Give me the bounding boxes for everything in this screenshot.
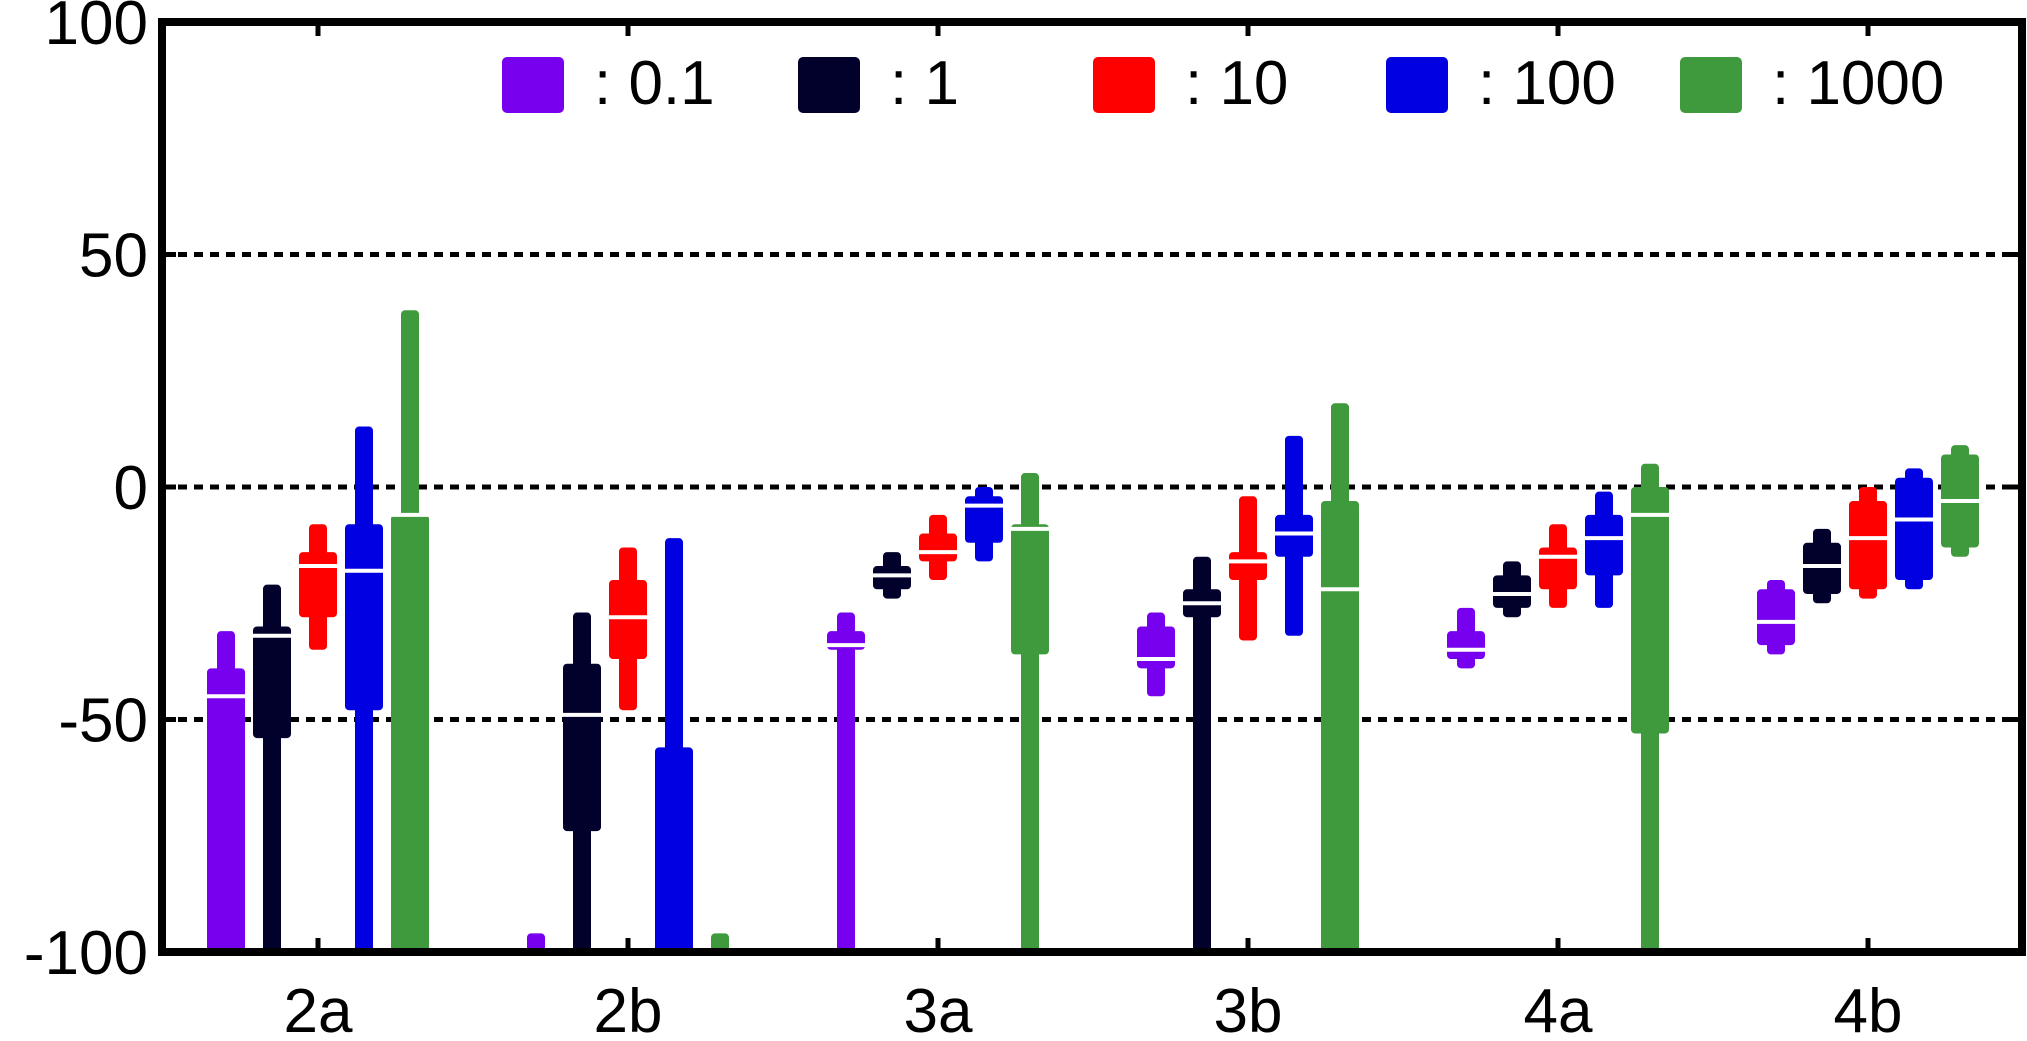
box <box>1321 500 1359 952</box>
x-tick-label: 3a <box>904 977 973 1041</box>
box-plot-item <box>655 538 693 954</box>
box <box>873 566 911 590</box>
box-plot-item <box>1011 473 1049 952</box>
box-plot-item <box>1229 496 1267 641</box>
box <box>965 496 1003 543</box>
legend-swatch <box>1680 57 1742 113</box>
y-tick-label: 0 <box>114 454 148 523</box>
box <box>1803 542 1841 594</box>
box-plot-item <box>1321 403 1359 952</box>
x-tick-label: 4a <box>1524 977 1593 1041</box>
box <box>609 580 647 660</box>
legend-swatch <box>502 57 564 113</box>
box-plot-item <box>1493 561 1531 618</box>
box <box>1011 524 1049 655</box>
legend-label: : 1 <box>890 49 959 118</box>
box-plot-item <box>1757 580 1795 655</box>
box <box>1757 589 1795 646</box>
box-plot-item <box>1447 607 1485 669</box>
x-tick-label: 3b <box>1214 977 1283 1041</box>
box-plot-item <box>1137 612 1175 697</box>
x-tick-label: 2a <box>284 977 353 1041</box>
box <box>919 533 957 562</box>
legend: : 0.1 : 1 : 10 : 100 : 1000 <box>502 49 1944 118</box>
y-tick-label: 50 <box>79 222 148 291</box>
series-group <box>207 580 1795 956</box>
box <box>1895 477 1933 580</box>
x-tick-label: 4b <box>1834 977 1903 1041</box>
box <box>1539 547 1577 590</box>
box <box>299 552 337 618</box>
box <box>1585 514 1623 576</box>
box <box>253 626 291 739</box>
box-plot-item <box>1631 463 1669 952</box>
box-plot-item <box>965 487 1003 562</box>
box <box>563 663 601 832</box>
box <box>1447 631 1485 660</box>
box <box>391 514 429 952</box>
box-plot-item <box>1275 435 1313 636</box>
box-plot-series <box>207 310 1979 956</box>
box <box>1275 514 1313 557</box>
whisker <box>837 612 855 952</box>
legend-label: : 100 <box>1478 49 1616 118</box>
grid-lines <box>162 252 2022 722</box>
series-group <box>253 528 1841 952</box>
series-group <box>345 426 1933 954</box>
legend-swatch <box>798 57 860 113</box>
y-tick-label: -100 <box>24 919 148 988</box>
legend-label: : 10 <box>1185 49 1288 118</box>
box <box>345 524 383 711</box>
legend-label: : 1000 <box>1772 49 1944 118</box>
y-tick-label: -50 <box>58 687 148 756</box>
box-plot-item <box>563 612 601 952</box>
box-plot-item <box>1585 491 1623 608</box>
whisker <box>527 933 545 952</box>
box-plot-item <box>1803 528 1841 604</box>
legend-item: : 0.1 <box>502 49 715 118</box>
series-group <box>391 310 1979 956</box>
legend-item: : 100 <box>1386 49 1616 118</box>
box-plot-item <box>1539 524 1577 608</box>
box-plot-item <box>1849 487 1887 599</box>
box-plot-item <box>253 584 291 952</box>
box-plot-item <box>919 514 957 580</box>
series-group <box>299 487 1887 711</box>
box-plot-item <box>299 524 337 650</box>
box <box>1849 500 1887 590</box>
legend-swatch <box>1386 57 1448 113</box>
legend-label: : 0.1 <box>594 49 715 118</box>
box <box>655 747 693 952</box>
whisker <box>1193 556 1211 952</box>
axes: 100 50 0 -50 -100 2a 2b 3a 3b 4a 4b <box>24 0 2022 1041</box>
legend-item: : 1000 <box>1680 49 1944 118</box>
box <box>207 668 245 952</box>
legend-item: : 10 <box>1093 49 1288 118</box>
box <box>1631 487 1669 734</box>
box-plot-item <box>1895 468 1933 590</box>
box-plot-item <box>873 552 911 599</box>
box-plot-item <box>1941 445 1979 557</box>
box-plot-item <box>827 612 865 952</box>
box <box>1137 626 1175 669</box>
box-plot-item <box>207 631 245 952</box>
y-tick-label: 100 <box>45 0 148 58</box>
box-plot-item <box>391 310 429 952</box>
box <box>1229 552 1267 580</box>
legend-swatch <box>1093 57 1155 113</box>
box <box>1493 575 1531 608</box>
whisker <box>711 933 729 952</box>
box-plot-item <box>609 547 647 711</box>
box-plot-item <box>1183 556 1221 952</box>
legend-item: : 1 <box>798 49 959 118</box>
box-plot-item <box>345 426 383 952</box>
x-tick-label: 2b <box>594 977 663 1041</box>
